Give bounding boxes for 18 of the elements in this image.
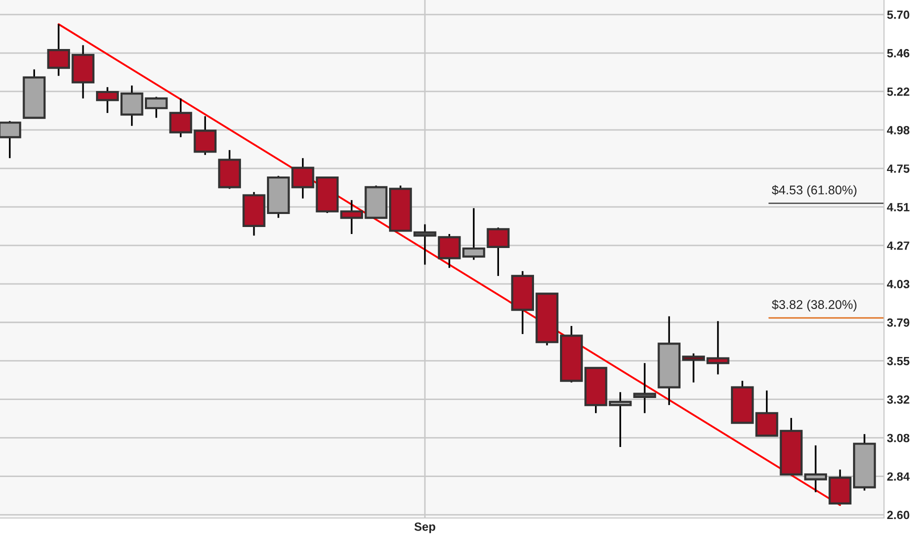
y-tick-label: 2.84 [887,472,910,481]
y-tick-label: 4.27 [886,241,910,250]
y-tick-label: 5.22 [887,88,910,96]
y-tick-label: 2.60 [887,510,910,520]
ref-line-label: $3.82 (38.20%) [772,300,856,312]
x-tick-label: Sep [414,522,436,534]
y-tick-label: 3.79 [887,318,910,327]
y-tick-label: 4.75 [886,164,910,173]
y-tick-label: 3.55 [887,356,910,366]
y-tick-label: 3.08 [887,434,910,442]
y-tick-label: 4.51 [886,203,910,212]
y-tick-label: 4.98 [886,126,910,134]
y-tick-label: 5.70 [887,10,910,19]
ref-line-label: $4.53 (61.80%) [772,185,856,197]
y-tick-label: 4.03 [886,280,910,288]
y-tick-label: 3.32 [887,395,910,404]
candlestick [633,362,656,414]
y-tick-label: 5.46 [887,49,910,58]
